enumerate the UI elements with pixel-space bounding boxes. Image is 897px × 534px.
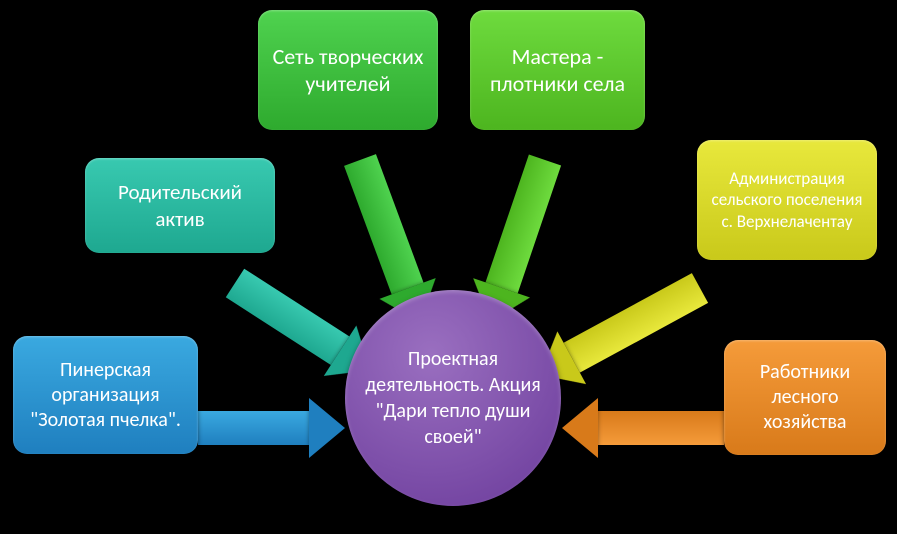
diagram-stage: { "background_color": "#000000", "center… xyxy=(0,0,897,534)
center-label: Проектная деятельность. Акция "Дари тепл… xyxy=(365,346,541,450)
node-parents: Родительский актив xyxy=(85,158,275,253)
node-masters: Мастера - плотники села xyxy=(470,10,645,130)
node-parents-label: Родительский актив xyxy=(95,179,265,232)
arrow-forest xyxy=(562,398,724,458)
node-admin-label: Администрация сельского поселения с. Вер… xyxy=(707,168,867,232)
node-pioneer-label: Пинерская организация "Золотая пчелка". xyxy=(23,358,188,433)
node-masters-label: Мастера - плотники села xyxy=(480,43,635,98)
center-circle: Проектная деятельность. Акция "Дари тепл… xyxy=(345,290,561,506)
node-teachers: Сеть творческих учителей xyxy=(258,10,438,130)
node-pioneer: Пинерская организация "Золотая пчелка". xyxy=(13,336,198,454)
arrow-pioneer xyxy=(198,398,345,458)
node-forest: Работники лесного хозяйства xyxy=(724,340,886,455)
node-forest-label: Работники лесного хозяйства xyxy=(734,360,876,435)
node-teachers-label: Сеть творческих учителей xyxy=(268,43,428,98)
node-admin: Администрация сельского поселения с. Вер… xyxy=(697,140,877,260)
